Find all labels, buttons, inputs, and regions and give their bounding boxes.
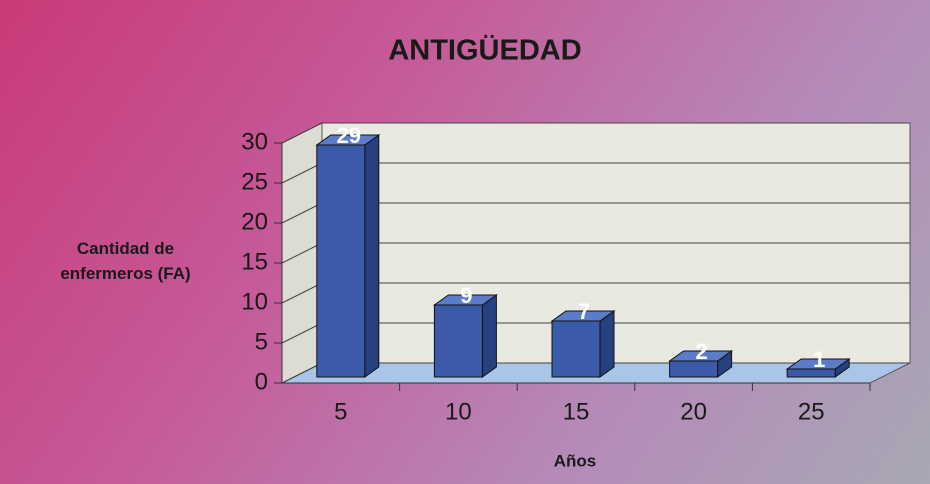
y-tick-label: 20 <box>241 208 268 235</box>
y-tick-label: 15 <box>241 248 268 275</box>
x-tick-label: 20 <box>680 398 707 425</box>
grid-line <box>281 122 323 144</box>
bar <box>786 368 836 378</box>
chart-title: ANTIGÜEDAD <box>388 34 581 67</box>
x-axis-label: Años <box>554 451 597 470</box>
bar-side <box>599 310 615 378</box>
grid-line <box>281 282 323 304</box>
data-label: 7 <box>578 299 590 324</box>
bar <box>316 144 366 378</box>
data-label: 29 <box>337 123 361 148</box>
y-axis-label: Cantidad de enfermeros (FA) <box>60 239 191 283</box>
grid-line <box>281 162 323 184</box>
x-tick-label: 10 <box>445 398 472 425</box>
y-tick-label: 0 <box>255 368 268 395</box>
grid-line <box>281 322 323 344</box>
y-tick-label: 5 <box>255 328 268 355</box>
data-label: 1 <box>813 347 825 372</box>
grid-line <box>281 362 323 384</box>
grid-line <box>281 242 323 264</box>
bar-side <box>481 294 497 378</box>
bar-side <box>364 134 380 378</box>
x-tick-label: 25 <box>798 398 825 425</box>
x-tick-label: 5 <box>334 398 347 425</box>
y-tick-label: 10 <box>241 288 268 315</box>
bar <box>551 320 601 378</box>
bar <box>669 360 719 378</box>
data-label: 9 <box>460 283 472 308</box>
y-tick-label: 30 <box>241 128 268 155</box>
y-tick-label: 25 <box>241 168 268 195</box>
data-label: 2 <box>695 339 707 364</box>
grid-line <box>281 202 323 224</box>
bar <box>433 304 483 378</box>
x-tick-label: 15 <box>563 398 590 425</box>
